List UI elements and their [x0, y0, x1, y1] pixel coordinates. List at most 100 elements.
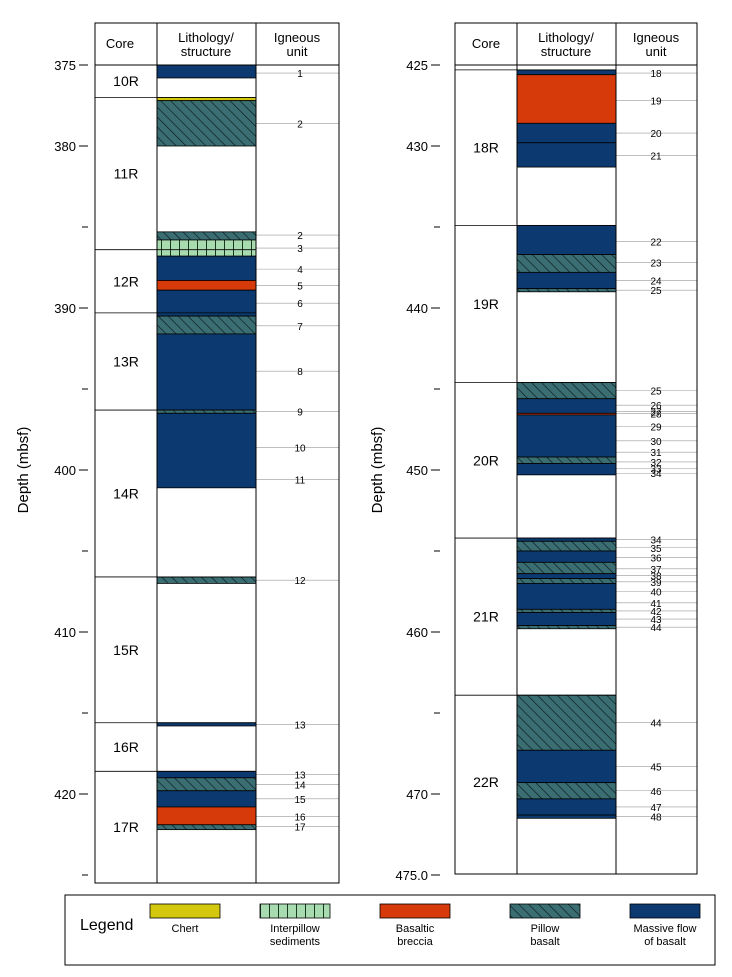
depth-tick-label: 380: [54, 139, 76, 154]
legend-frame: [64, 894, 716, 966]
left-depth-axis-label: Depth (mbsf): [15, 427, 32, 514]
lith-block-massive: [156, 64, 257, 79]
lith-block-massive: [156, 722, 257, 727]
igneous-unit-label: 29: [650, 422, 662, 433]
right-header-lith-2: structure: [541, 44, 592, 59]
lith-block-pillow: [156, 315, 257, 335]
left-header-core: Core: [106, 36, 134, 51]
igneous-unit-label: 13: [294, 771, 306, 782]
core-name: 22R: [473, 774, 499, 790]
lith-block-massive: [516, 583, 617, 610]
lith-block-pillow: [156, 576, 257, 584]
igneous-unit-label: 24: [650, 276, 662, 287]
depth-tick-label: 390: [54, 301, 76, 316]
igneous-unit-label: 22: [650, 238, 662, 249]
lith-block-massive: [516, 142, 617, 168]
legend-label: Interpillow: [270, 923, 320, 935]
legend-swatch-chert: [149, 903, 221, 919]
legend-swatch-pillow: [509, 903, 581, 919]
lith-block-pillow: [156, 824, 257, 831]
igneous-unit-label: 34: [650, 469, 662, 480]
depth-tick-label: 450: [406, 463, 428, 478]
lith-block-pillow: [516, 578, 617, 584]
legend-title: Legend: [80, 917, 133, 934]
lith-block-pillow: [516, 561, 617, 575]
lith-block-pillow: [516, 694, 617, 751]
right-header-unit-1: Igneous: [633, 30, 680, 45]
igneous-unit-label: 28: [650, 409, 662, 420]
igneous-unit-label: 31: [650, 448, 662, 459]
lith-block-pillow: [516, 254, 617, 273]
igneous-unit-label: 14: [294, 780, 306, 791]
igneous-unit-label: 40: [650, 588, 662, 599]
lith-block-pillow: [516, 608, 617, 613]
igneous-unit-label: 17: [294, 822, 306, 833]
igneous-unit-label: 38: [650, 571, 662, 582]
igneous-unit-label: 35: [650, 544, 662, 555]
core-name: 12R: [113, 273, 139, 289]
lith-block-massive: [516, 224, 617, 255]
core-name: 13R: [113, 353, 139, 369]
lith-block-pillow: [516, 382, 617, 400]
lith-block-massive: [156, 770, 257, 779]
depth-tick-label: 425: [406, 58, 428, 73]
igneous-unit-label: 18: [650, 69, 662, 80]
igneous-unit-label: 23: [650, 259, 662, 270]
core-name: 14R: [113, 485, 139, 501]
lith-block-pillow: [516, 540, 617, 552]
left-header-unit-1: Igneous: [274, 30, 321, 45]
lith-block-pillow: [516, 782, 617, 800]
lith-block-pillow: [516, 456, 617, 464]
igneous-unit-label: 9: [297, 408, 303, 419]
lith-block-breccia: [156, 280, 257, 291]
depth-tick-label: 410: [54, 625, 76, 640]
core-name: 21R: [473, 609, 499, 625]
lith-block-massive: [156, 790, 257, 808]
lith-block-massive: [516, 398, 617, 414]
igneous-unit-label: 1: [297, 69, 303, 80]
left-lithology-column: [156, 64, 257, 831]
lith-block-breccia: [156, 806, 257, 826]
legend-label: basalt: [530, 936, 559, 948]
igneous-unit-label: 34: [650, 536, 662, 547]
left-depth-axis: 375 380 390 400 410 420: [54, 58, 88, 876]
igneous-unit-label: 21: [650, 152, 662, 163]
core-name: 16R: [113, 739, 139, 755]
legend-label: breccia: [397, 936, 433, 948]
igneous-unit-label: 16: [294, 813, 306, 824]
igneous-unit-label: 41: [650, 599, 662, 610]
igneous-unit-label: 48: [650, 813, 662, 824]
legend-label: Massive flow: [634, 923, 697, 935]
igneous-unit-label: 30: [650, 437, 662, 448]
igneous-unit-label: 10: [294, 443, 306, 454]
igneous-unit-label: 44: [650, 623, 662, 634]
right-igneous-units: 1819202122232425252627282930313233343435…: [616, 69, 697, 824]
lith-block-pillow: [516, 288, 617, 293]
igneous-unit-label: 37: [650, 565, 662, 576]
core-name: 19R: [473, 296, 499, 312]
lith-block-massive: [156, 255, 257, 281]
igneous-unit-label: 19: [650, 97, 662, 108]
igneous-unit-label: 11: [295, 476, 306, 487]
igneous-unit-label: 13: [294, 720, 306, 731]
right-core-boundaries: 18R 19R 20R 21R 22R: [455, 69, 616, 790]
lith-block-massive: [516, 69, 617, 76]
legend-swatch-interpillow: [259, 903, 331, 919]
igneous-unit-label: 6: [297, 299, 303, 310]
lith-block-massive: [516, 271, 617, 289]
left-header-unit-2: unit: [287, 44, 308, 59]
legend-label: sediments: [270, 936, 321, 948]
depth-tick-label: 375: [54, 58, 76, 73]
depth-tick-label: 460: [406, 625, 428, 640]
igneous-unit-label: 20: [650, 129, 662, 140]
lith-block-massive: [156, 333, 257, 411]
right-lithology-column: [516, 69, 617, 819]
depth-tick-label: 430: [406, 139, 428, 154]
lith-block-massive: [516, 798, 617, 816]
lith-block-massive: [516, 122, 617, 144]
igneous-unit-label: 47: [650, 803, 662, 814]
igneous-unit-label: 4: [297, 265, 303, 276]
lith-block-massive: [516, 814, 617, 819]
igneous-unit-label: 12: [294, 576, 306, 587]
